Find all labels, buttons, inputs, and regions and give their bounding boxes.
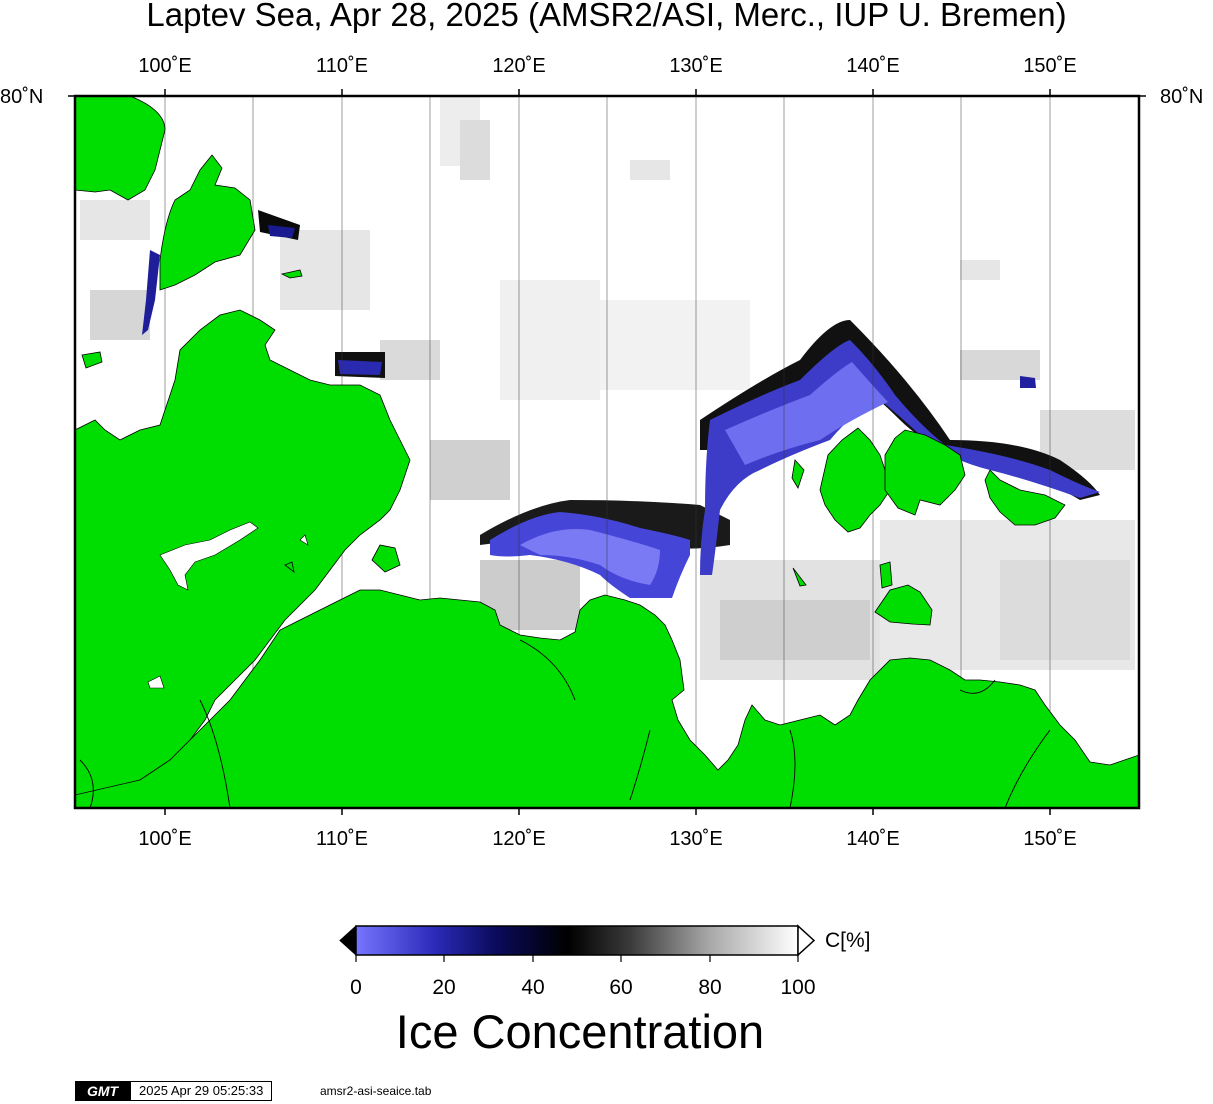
land-lyakhovsky	[874, 584, 933, 626]
colorbar-tick-40: 40	[521, 976, 545, 999]
land-severnaya-west	[75, 96, 166, 201]
land-siberia	[75, 589, 1139, 808]
frame-ticks	[68, 89, 1146, 815]
lon-label-bottom-140: 140˚E	[846, 828, 900, 850]
gmt-timestamp: 2025 Apr 29 05:25:33	[130, 1081, 273, 1101]
lat-label-right: 80˚N	[1160, 86, 1204, 108]
colorbar-max-triangle	[797, 924, 816, 957]
colorbar	[339, 924, 816, 962]
land-islet-7	[791, 459, 805, 489]
lon-label-bottom-110: 110˚E	[316, 828, 368, 850]
land-islet-6	[792, 567, 807, 587]
lon-label-bottom-120: 120˚E	[492, 828, 546, 850]
land-islet-2	[81, 351, 103, 369]
ice-texture	[80, 96, 1135, 680]
lon-label-bottom-150: 150˚E	[1023, 828, 1077, 850]
lon-label-top-130: 130˚E	[669, 55, 723, 77]
lon-label-top-110: 110˚E	[316, 55, 368, 77]
lon-label-top-120: 120˚E	[492, 55, 546, 77]
land-severnaya-east	[159, 154, 256, 291]
land-new-siberia	[984, 469, 1066, 526]
land-islet-4	[284, 561, 295, 573]
land-islet-1	[280, 269, 303, 279]
lon-label-bottom-130: 130˚E	[669, 828, 723, 850]
gmt-logo: GMT	[75, 1081, 130, 1101]
lat-label-left: 80˚N	[0, 86, 44, 108]
colorbar-gradient	[355, 925, 799, 956]
land-taymyr	[75, 309, 411, 796]
land	[75, 96, 1139, 808]
gmt-command: amsr2-asi-seaice.tab	[320, 1084, 432, 1098]
lon-label-top-140: 140˚E	[846, 55, 900, 77]
lon-label-bottom-100: 100˚E	[138, 828, 192, 850]
colorbar-tick-100: 100	[780, 976, 816, 999]
land-islet-3	[371, 544, 401, 573]
lon-label-top-100: 100˚E	[138, 55, 192, 77]
land-holes	[147, 521, 309, 689]
colorbar-min-triangle	[339, 924, 357, 957]
map-frame	[73, 94, 1141, 810]
land-faddeyevsky	[884, 429, 966, 516]
ice-blue-areas	[142, 225, 1100, 598]
lon-label-top-150: 150˚E	[1023, 55, 1077, 77]
map-title: Laptev Sea, Apr 28, 2025 (AMSR2/ASI, Mer…	[146, 0, 1067, 33]
colorbar-tick-0: 0	[350, 976, 362, 999]
borders	[79, 639, 1051, 808]
colorbar-unit: C[%]	[825, 929, 871, 952]
colorbar-tick-20: 20	[432, 976, 456, 999]
colorbar-title: Ice Concentration	[395, 1005, 765, 1058]
colorbar-tick-80: 80	[698, 976, 722, 999]
colorbar-tick-60: 60	[609, 976, 633, 999]
land-islet-5	[879, 561, 893, 589]
